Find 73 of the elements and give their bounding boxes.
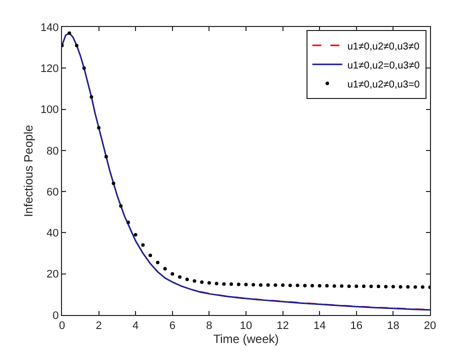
point [384,284,388,288]
x-tick-label: 12 [276,320,289,332]
point [222,282,226,286]
y-tick-label: 80 [46,145,59,158]
point [310,284,314,288]
x-tick-label: 10 [240,320,252,332]
point [406,285,410,289]
point [318,284,322,288]
point [274,283,278,287]
x-tick-label: 8 [206,320,212,332]
point [134,233,138,237]
x-axis-title: Time (week) [213,332,279,346]
point [163,266,167,270]
point [200,280,204,284]
point [97,126,101,130]
point [207,281,211,285]
point [236,282,240,286]
point [398,285,402,289]
point [266,283,270,287]
x-tick-label: 16 [350,320,363,332]
x-tick-label: 14 [313,320,326,332]
point [185,278,189,282]
legend-label: u1≠0,u2=0,u3≠0 [347,60,420,72]
y-tick-label: 20 [46,268,59,281]
y-tick-label: 100 [40,104,59,116]
point [376,284,380,288]
point [74,44,78,48]
line-series [62,32,430,311]
point [244,282,248,286]
point [68,31,72,35]
point [288,284,292,288]
point [340,284,344,288]
y-axis-title: Infectious People [22,124,36,218]
point [230,282,234,286]
legend-label: u1≠0,u2≠0,u3=0 [347,79,420,90]
point [258,283,262,287]
x-tick-label: 4 [132,320,139,332]
y-tick-label: 120 [40,62,59,75]
legend-label: u1≠0,u2≠0,u3≠0 [347,41,420,52]
point [90,95,94,99]
x-tick-label: 2 [96,320,102,332]
point [296,284,300,288]
point [369,284,373,288]
point [126,220,130,224]
point [347,284,351,288]
point [362,284,366,288]
y-tick-label: 0 [52,310,59,322]
point [82,66,86,70]
point [214,282,218,286]
point [332,284,336,288]
x-tick-label: 20 [424,320,436,332]
point [156,260,160,264]
point [354,284,358,288]
point [141,243,145,247]
y-tick-label: 40 [46,228,59,240]
point [252,283,256,287]
point [192,279,196,283]
y-tick-label: 60 [46,186,59,198]
point [148,254,152,258]
point [178,275,182,279]
point [325,284,329,288]
x-tick-label: 18 [387,320,400,332]
point [112,182,116,186]
point [281,283,285,287]
point [420,285,424,289]
point [414,285,418,289]
point [104,154,108,158]
point [170,272,174,276]
point [303,284,307,288]
y-tick-label: 140 [40,22,59,34]
point [119,204,123,208]
point [391,284,395,288]
x-tick-label: 6 [169,320,176,332]
